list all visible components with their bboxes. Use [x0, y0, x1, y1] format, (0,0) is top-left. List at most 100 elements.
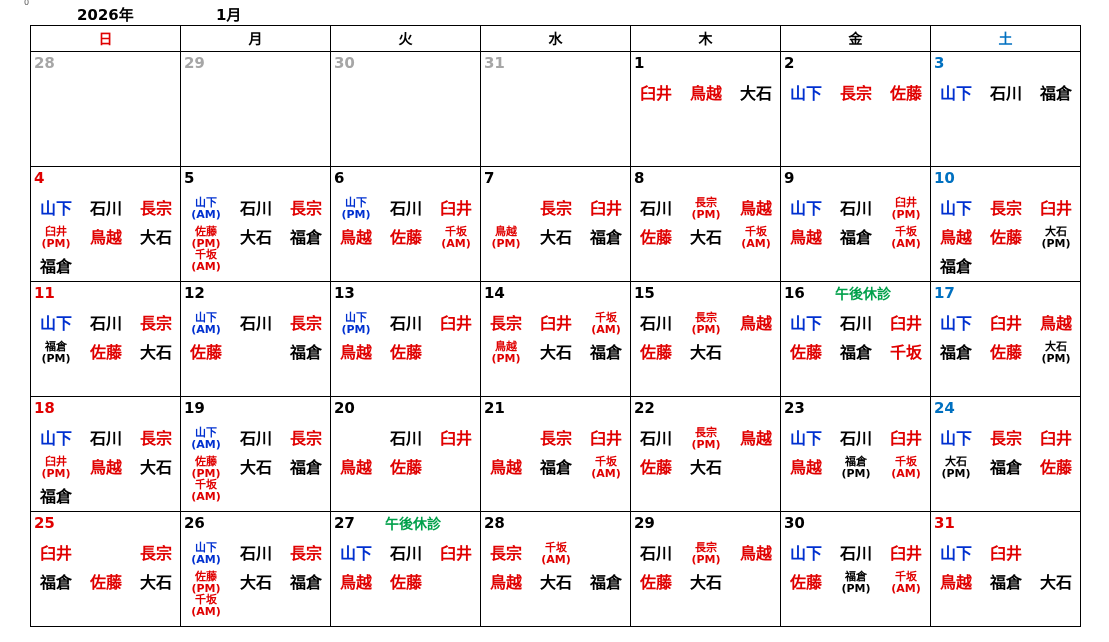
day-cell[interactable]: 10 山下 長宗 臼井 鳥越 佐藤 大石 (PM) 福倉 [930, 166, 1081, 282]
staff-row: 鳥越 大石 福倉 [482, 571, 630, 600]
day-number: 14 [484, 284, 505, 302]
staff-name-text: 石川 [389, 314, 422, 333]
staff-row: 山下 石川 長宗 [32, 427, 180, 456]
day-cell[interactable]: 2 山下 長宗 佐藤 [780, 51, 931, 167]
staff-grid: 山下 (PM) 石川 臼井 鳥越 佐藤 千坂 (AM) [332, 197, 480, 255]
day-cell[interactable]: 30 山下 石川 臼井 佐藤 福倉 (PM) 千坂 (AM) [780, 511, 931, 627]
staff-name-text: 臼井 [439, 429, 472, 448]
staff-name-text: 山下 [345, 311, 367, 324]
day-cell[interactable]: 26 山下 (AM) 石川 長宗 佐藤 (PM) 千坂 (AM) 大石 福倉 [180, 511, 331, 627]
staff-name: 長宗 [482, 545, 532, 563]
staff-row: 山下 (AM) 石川 長宗 [182, 312, 330, 341]
staff-name: 福倉 [831, 344, 881, 362]
staff-name-text: 長宗 [489, 314, 522, 333]
day-cell[interactable]: 28 [30, 51, 181, 167]
staff-name: 石川 [231, 314, 281, 333]
staff-name-text: 長宗 [139, 199, 172, 218]
day-number: 29 [634, 514, 655, 532]
staff-name-text: 大石 [239, 228, 272, 247]
staff-row: 山下 (AM) 石川 長宗 [182, 542, 330, 571]
day-cell[interactable]: 4 山下 石川 長宗 臼井 (PM) 鳥越 大石 福倉 [30, 166, 181, 282]
staff-name: 大石 [231, 574, 281, 592]
staff-name: 鳥越 [332, 459, 382, 477]
staff-name: 鳥越 [81, 459, 131, 477]
day-cell[interactable]: 16 午後休診 山下 石川 臼井 佐藤 福倉 千坂 [780, 281, 931, 397]
staff-row: 佐藤 (PM) 千坂 (AM) 大石 福倉 [182, 226, 330, 272]
day-number: 30 [784, 514, 805, 532]
day-cell[interactable]: 14 長宗 臼井 千坂 (AM) 鳥越 (PM) 大石 福倉 [480, 281, 631, 397]
staff-name-text: 千坂 [889, 343, 922, 362]
staff-name-text: 長宗 [695, 541, 717, 554]
staff-row: 佐藤 福倉 千坂 [782, 341, 930, 370]
staff-name-text: 山下 [789, 199, 822, 218]
staff-row: 石川 長宗 (PM) 鳥越 [632, 312, 780, 341]
day-cell[interactable]: 15 石川 長宗 (PM) 鳥越 佐藤 大石 [630, 281, 781, 397]
staff-name: 大石 [531, 573, 581, 592]
day-cell[interactable]: 6 山下 (PM) 石川 臼井 鳥越 佐藤 千坂 (AM) [330, 166, 481, 282]
week-row: 4 山下 石川 長宗 臼井 (PM) 鳥越 大石 福倉 5 山下 (AM) 石川 長宗 佐藤 (PM) 千坂 (A… [30, 166, 1081, 282]
staff-name-text: 大石 [539, 573, 572, 592]
day-number: 28 [34, 54, 55, 72]
staff-name-text: 佐藤 [389, 458, 422, 477]
staff-name: 石川 [381, 430, 431, 448]
day-cell[interactable]: 1 臼井 鳥越 大石 [630, 51, 781, 167]
staff-row: 鳥越 佐藤 [332, 571, 480, 600]
staff-name: 臼井 [981, 315, 1031, 333]
staff-name: 長宗 (PM) [681, 197, 731, 220]
day-cell[interactable]: 21 長宗 臼井 鳥越 福倉 千坂 (AM) [480, 396, 631, 512]
staff-name: 福倉 [281, 229, 330, 247]
staff-name-text: 山下 [939, 199, 972, 218]
day-cell[interactable]: 25 臼井 長宗 福倉 佐藤 大石 [30, 511, 181, 627]
day-cell[interactable]: 5 山下 (AM) 石川 長宗 佐藤 (PM) 千坂 (AM) 大石 福倉 [180, 166, 331, 282]
staff-name-text: 石川 [989, 84, 1022, 103]
staff-row: 山下 石川 長宗 [32, 312, 180, 341]
day-cell[interactable]: 3 山下 石川 福倉 [930, 51, 1081, 167]
day-cell[interactable]: 29 石川 長宗 (PM) 鳥越 佐藤 大石 [630, 511, 781, 627]
staff-name-text: 福倉 [289, 458, 322, 477]
day-cell[interactable]: 28 長宗 千坂 (AM) 鳥越 大石 福倉 [480, 511, 631, 627]
day-cell[interactable]: 17 山下 臼井 鳥越 福倉 佐藤 大石 (PM) [930, 281, 1081, 397]
day-cell[interactable]: 29 [180, 51, 331, 167]
day-cell[interactable]: 31 山下 臼井 鳥越 福倉 大石 [930, 511, 1081, 627]
staff-grid: 山下 (AM) 石川 長宗 佐藤 (PM) 千坂 (AM) 大石 福倉 [182, 542, 330, 617]
staff-name-text: 石川 [239, 314, 272, 333]
day-cell[interactable]: 30 [330, 51, 481, 167]
staff-name-text: 鳥越 [789, 458, 822, 477]
staff-name-text: 臼井 [589, 199, 622, 218]
staff-grid: 山下 石川 臼井 佐藤 福倉 千坂 [782, 312, 930, 370]
shift-tag: (PM) [691, 207, 721, 221]
day-cell[interactable]: 18 山下 石川 長宗 臼井 (PM) 鳥越 大石 福倉 [30, 396, 181, 512]
day-number: 25 [34, 514, 55, 532]
staff-name: 大石 [681, 344, 731, 362]
staff-name-text: 臼井 [439, 314, 472, 333]
shift-tag: (AM) [741, 236, 771, 250]
day-cell[interactable]: 20 石川 臼井 鳥越 佐藤 [330, 396, 481, 512]
day-cell[interactable]: 8 石川 長宗 (PM) 鳥越 佐藤 大石 千坂 (AM) [630, 166, 781, 282]
weekday-fri: 金 [780, 25, 931, 52]
staff-name-text: 山下 [789, 314, 822, 333]
day-cell[interactable]: 7 長宗 臼井 鳥越 (PM) 大石 福倉 [480, 166, 631, 282]
day-cell[interactable]: 11 山下 石川 長宗 福倉 (PM) 佐藤 大石 [30, 281, 181, 397]
day-cell[interactable]: 31 [480, 51, 631, 167]
day-cell[interactable]: 9 山下 石川 臼井 (PM) 鳥越 福倉 千坂 (AM) [780, 166, 931, 282]
shift-tag: (AM) [891, 466, 921, 480]
day-cell[interactable]: 27 午後休診 山下 石川 臼井 鳥越 佐藤 [330, 511, 481, 627]
day-cell[interactable]: 12 山下 (AM) 石川 長宗 佐藤 福倉 [180, 281, 331, 397]
shift-tag: (PM) [1041, 351, 1071, 365]
staff-name-text: 福倉 [989, 573, 1022, 592]
day-cell[interactable]: 22 石川 長宗 (PM) 鳥越 佐藤 大石 [630, 396, 781, 512]
staff-name-text: 大石 [945, 455, 967, 468]
day-number: 24 [934, 399, 955, 417]
staff-name: 福倉 [581, 574, 630, 592]
staff-grid: 山下 長宗 臼井 大石 (PM) 福倉 佐藤 [932, 427, 1080, 485]
staff-name: 福倉 [581, 344, 630, 362]
day-cell[interactable]: 24 山下 長宗 臼井 大石 (PM) 福倉 佐藤 [930, 396, 1081, 512]
staff-name-text: 大石 [539, 343, 572, 362]
day-number: 2 [784, 54, 795, 72]
day-cell[interactable]: 13 山下 (PM) 石川 臼井 鳥越 佐藤 [330, 281, 481, 397]
day-cell[interactable]: 23 山下 石川 臼井 鳥越 福倉 (PM) 千坂 (AM) [780, 396, 931, 512]
staff-name-text: 石川 [639, 429, 672, 448]
day-cell[interactable]: 19 山下 (AM) 石川 長宗 佐藤 (PM) 千坂 (AM) 大石 福倉 [180, 396, 331, 512]
staff-row: 臼井 長宗 [32, 542, 180, 571]
staff-name-text: 臼井 [539, 314, 572, 333]
